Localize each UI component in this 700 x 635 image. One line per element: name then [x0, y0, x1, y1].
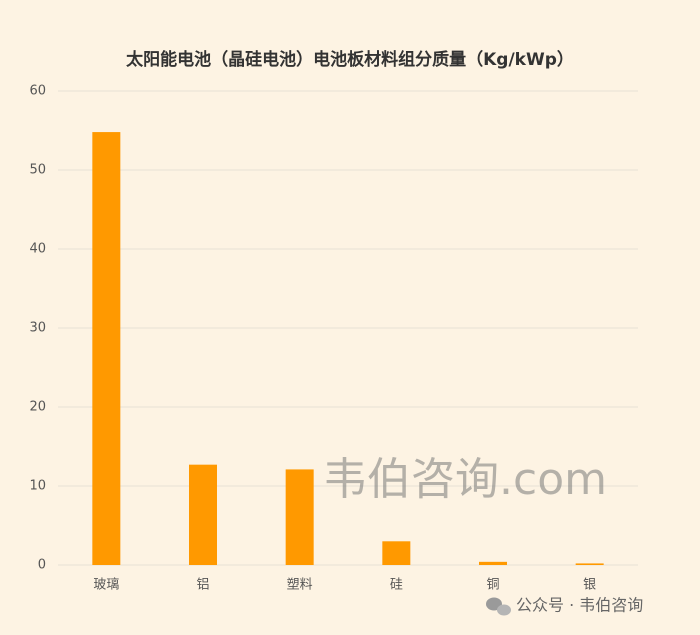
source: 公众号 · 韦伯咨询 — [516, 596, 643, 615]
plot-area: 0 10 20 30 40 50 60 玻璃 铝 塑料 硅 铜 银 — [29, 84, 638, 593]
x-tick-label: 铜 — [486, 578, 499, 593]
x-tick-label: 银 — [583, 578, 596, 593]
y-tick-label: 30 — [29, 321, 46, 336]
bar — [479, 561, 507, 565]
y-tick-label: 0 — [38, 558, 46, 573]
bar — [382, 541, 411, 565]
x-tick-label: 塑料 — [287, 578, 313, 593]
bar — [189, 464, 217, 565]
x-tick-label: 铝 — [196, 578, 209, 593]
watermark: 韦伯咨询.com — [323, 454, 607, 505]
x-tick-label: 玻璃 — [93, 578, 119, 593]
bar — [92, 132, 121, 565]
wechat-icon — [486, 597, 511, 616]
y-tick-label: 20 — [29, 400, 46, 415]
x-tick-label: 硅 — [390, 578, 403, 593]
bar — [575, 563, 604, 565]
y-tick-label: 50 — [29, 163, 46, 178]
y-tick-label: 60 — [29, 84, 46, 99]
y-tick-label: 40 — [29, 242, 46, 257]
bar — [285, 469, 314, 565]
y-tick-label: 10 — [29, 479, 46, 494]
chart-title: 太阳能电池（晶硅电池）电池板材料组分质量（Kg/kWp） — [126, 49, 574, 70]
